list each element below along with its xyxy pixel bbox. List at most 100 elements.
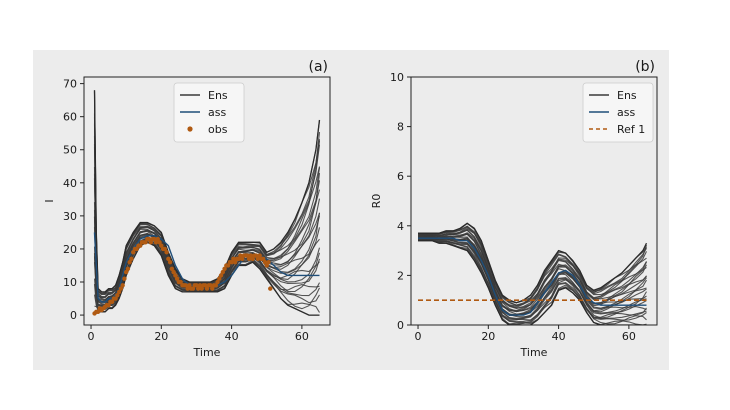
y-tick-label: 4	[397, 220, 404, 233]
y-tick-label: 2	[397, 269, 404, 282]
obs-point	[123, 269, 129, 275]
y-tick-label: 10	[63, 276, 77, 289]
panel-label: (b)	[635, 59, 655, 75]
obs-point	[120, 283, 125, 288]
obs-point	[157, 240, 162, 245]
obs-point	[262, 259, 268, 265]
obs-point	[115, 293, 120, 298]
obs-point	[238, 253, 243, 258]
assimilation-line	[418, 237, 647, 316]
obs-point	[231, 256, 236, 262]
observation-points	[92, 236, 273, 316]
obs-point	[173, 273, 178, 278]
ensemble-member-line	[417, 238, 647, 321]
obs-point	[116, 289, 122, 295]
obs-point	[95, 309, 101, 314]
obs-point	[210, 286, 215, 291]
obs-point	[215, 279, 220, 285]
legend-label: ass	[208, 106, 226, 119]
x-tick-label: 20	[481, 330, 495, 343]
ensemble-member-line	[417, 237, 647, 319]
obs-point	[245, 253, 250, 258]
x-tick-label: 60	[622, 330, 636, 343]
obs-point	[264, 263, 269, 268]
obs-point	[261, 256, 266, 262]
y-tick-label: 40	[63, 177, 77, 190]
obs-point	[125, 266, 131, 271]
legend-label: ass	[617, 106, 635, 119]
obs-point	[152, 236, 157, 242]
obs-point	[185, 286, 190, 291]
obs-point	[218, 273, 224, 278]
obs-point	[246, 256, 252, 262]
obs-point	[266, 259, 271, 265]
ensemble-member-line	[417, 236, 647, 316]
obs-point	[143, 240, 148, 245]
obs-point	[169, 266, 175, 271]
axes-frame	[83, 76, 331, 326]
obs-point	[239, 256, 245, 262]
obs-point	[254, 253, 259, 258]
obs-point	[196, 286, 201, 291]
legend-label: obs	[208, 123, 228, 136]
obs-point	[167, 259, 173, 265]
obs-point	[208, 283, 213, 288]
panel-a: 0 20 40 60 0 10 20 30 40 50 60 70 Time I (a) Ens ass obs	[43, 59, 331, 359]
obs-point	[122, 276, 127, 281]
obs-point	[155, 236, 160, 242]
obs-point	[236, 256, 241, 262]
axes-frame	[410, 76, 658, 326]
obs-point	[164, 250, 169, 255]
y-tick-label: 10	[390, 71, 404, 84]
ensemble-lower-envelope	[418, 240, 647, 325]
y-tick-label: 8	[397, 121, 404, 134]
obs-point	[153, 240, 159, 245]
data-layer	[92, 90, 321, 316]
x-axis-label: Time	[520, 346, 548, 359]
y-tick-label: 0	[70, 309, 77, 322]
y-tick-label: 30	[63, 210, 77, 223]
obs-point	[131, 250, 136, 255]
y-axis-label: R0	[370, 194, 383, 209]
x-axis-label: Time	[193, 346, 221, 359]
obs-point	[257, 253, 262, 258]
obs-point	[106, 302, 111, 308]
obs-point	[187, 283, 192, 288]
obs-point	[162, 246, 168, 252]
x-tick-label: 60	[295, 330, 309, 343]
obs-point	[127, 259, 132, 265]
y-tick-label: 20	[63, 243, 77, 256]
obs-point	[113, 296, 118, 301]
y-tick-label: 70	[63, 78, 77, 91]
obs-point	[197, 283, 203, 288]
obs-point	[159, 243, 164, 248]
obs-point	[190, 286, 196, 291]
y-tick-label: 6	[397, 170, 404, 183]
legend-label: Ref 1	[617, 123, 645, 136]
obs-point	[109, 299, 115, 305]
obs-point	[222, 266, 227, 271]
obs-point	[148, 240, 153, 245]
legend: Ens ass obs	[173, 82, 245, 143]
obs-point	[129, 256, 134, 262]
obs-point	[225, 263, 231, 268]
panel-label: (a)	[308, 59, 328, 75]
obs-point	[248, 253, 254, 258]
obs-point	[203, 283, 208, 288]
obs-point	[134, 246, 139, 252]
obs-point	[199, 286, 204, 291]
obs-point	[250, 256, 255, 262]
ensemble-lower-envelope	[94, 241, 320, 316]
y-tick-label: 0	[397, 319, 404, 332]
ensemble-member-line	[417, 239, 647, 325]
legend-obs-swatch	[187, 126, 193, 132]
panel-b: 0 20 40 60 0 2 4 6 8 10 Time R0 (b) Ens ass Ref 1	[370, 59, 658, 359]
obs-point	[178, 279, 183, 285]
y-axis-label: I	[43, 199, 56, 202]
ensemble-upper-envelope	[418, 222, 648, 304]
y-tick-label: 50	[63, 144, 77, 157]
legend: Ens ass Ref 1	[582, 82, 654, 143]
obs-point	[171, 269, 176, 275]
ensemble-upper-envelope	[93, 90, 321, 293]
